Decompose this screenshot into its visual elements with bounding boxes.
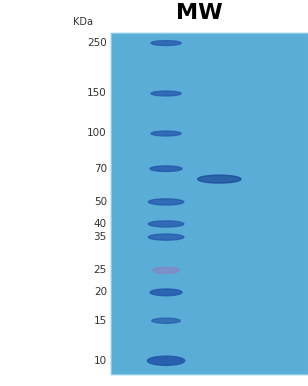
Text: KDa: KDa: [73, 17, 93, 27]
Text: 70: 70: [94, 164, 107, 174]
Ellipse shape: [198, 175, 241, 183]
Text: 100: 100: [87, 129, 107, 139]
Bar: [111, 33, 308, 374]
Text: 15: 15: [94, 316, 107, 326]
Text: 10: 10: [94, 356, 107, 366]
Text: 25: 25: [94, 265, 107, 275]
Text: 150: 150: [87, 88, 107, 98]
Text: 250: 250: [87, 38, 107, 48]
Ellipse shape: [150, 289, 182, 296]
Ellipse shape: [148, 356, 185, 366]
Ellipse shape: [151, 131, 181, 136]
Ellipse shape: [148, 221, 184, 227]
Ellipse shape: [152, 318, 180, 323]
Ellipse shape: [151, 91, 181, 96]
Ellipse shape: [150, 166, 182, 171]
Ellipse shape: [148, 234, 184, 240]
Ellipse shape: [148, 199, 184, 205]
Ellipse shape: [151, 41, 181, 46]
Text: 40: 40: [94, 219, 107, 229]
Text: 20: 20: [94, 287, 107, 297]
Bar: [111, 33, 308, 374]
Ellipse shape: [153, 267, 179, 273]
Text: 50: 50: [94, 197, 107, 207]
Text: 35: 35: [94, 232, 107, 242]
Text: MW: MW: [176, 3, 223, 23]
